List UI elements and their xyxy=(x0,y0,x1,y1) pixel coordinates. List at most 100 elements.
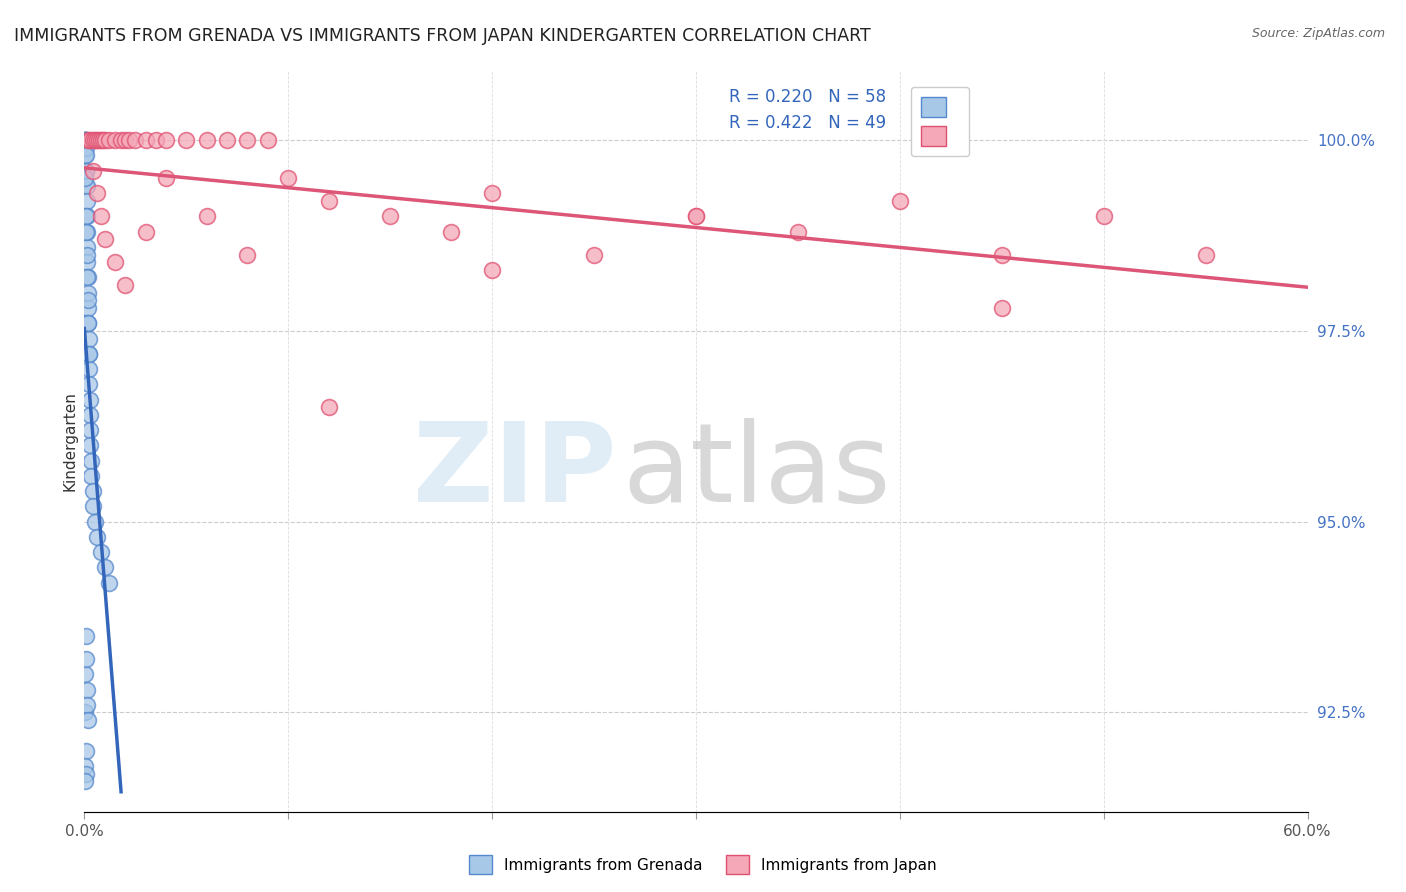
Text: IMMIGRANTS FROM GRENADA VS IMMIGRANTS FROM JAPAN KINDERGARTEN CORRELATION CHART: IMMIGRANTS FROM GRENADA VS IMMIGRANTS FR… xyxy=(14,27,870,45)
Point xyxy=(82,133,104,147)
Point xyxy=(75,667,97,681)
Point xyxy=(110,133,132,147)
Point xyxy=(380,210,402,224)
Point xyxy=(90,133,112,147)
Point xyxy=(93,133,115,147)
Point xyxy=(104,255,127,269)
Point xyxy=(481,262,503,277)
Point xyxy=(76,225,98,239)
Point xyxy=(114,278,136,293)
Point xyxy=(991,301,1014,315)
Point xyxy=(80,453,103,467)
Text: Source: ZipAtlas.com: Source: ZipAtlas.com xyxy=(1251,27,1385,40)
Point xyxy=(583,247,606,261)
Point xyxy=(174,133,197,147)
Point xyxy=(90,210,112,224)
Point xyxy=(77,347,100,361)
Point xyxy=(76,255,98,269)
Point xyxy=(236,133,259,147)
Point xyxy=(97,133,120,147)
Point xyxy=(80,469,103,483)
Point xyxy=(75,629,97,643)
Point xyxy=(685,210,707,224)
Point xyxy=(75,774,97,789)
Text: R = 0.422   N = 49: R = 0.422 N = 49 xyxy=(728,114,886,132)
Point xyxy=(889,194,911,208)
Y-axis label: Kindergarten: Kindergarten xyxy=(62,392,77,491)
Point xyxy=(76,240,98,254)
Point xyxy=(90,545,112,559)
Point xyxy=(77,316,100,330)
Point xyxy=(104,133,127,147)
Point xyxy=(75,163,97,178)
Point xyxy=(76,194,98,208)
Point xyxy=(318,194,340,208)
Point xyxy=(75,133,97,147)
Point xyxy=(75,133,97,147)
Point xyxy=(82,500,104,514)
Point xyxy=(82,484,104,499)
Point xyxy=(685,210,707,224)
Point xyxy=(77,347,100,361)
Point xyxy=(75,133,97,147)
Point xyxy=(86,530,108,544)
Point xyxy=(75,225,97,239)
Point xyxy=(76,270,98,285)
Point xyxy=(76,210,98,224)
Legend: Immigrants from Grenada, Immigrants from Japan: Immigrants from Grenada, Immigrants from… xyxy=(463,849,943,880)
Point xyxy=(75,766,97,780)
Point xyxy=(195,133,218,147)
Point xyxy=(75,141,97,155)
Point xyxy=(83,515,105,529)
Point xyxy=(787,225,810,239)
Point xyxy=(481,186,503,201)
Point xyxy=(75,210,97,224)
Text: R = 0.220   N = 58: R = 0.220 N = 58 xyxy=(728,88,886,106)
Point xyxy=(124,133,146,147)
Point xyxy=(236,247,259,261)
Point xyxy=(86,133,108,147)
Point xyxy=(75,133,97,147)
Point xyxy=(77,331,100,345)
Legend: , : , xyxy=(911,87,969,156)
Point xyxy=(75,652,97,666)
Point xyxy=(114,133,136,147)
Point xyxy=(1195,247,1218,261)
Point xyxy=(79,362,101,376)
Point xyxy=(86,186,108,201)
Point xyxy=(77,285,100,300)
Point xyxy=(76,682,98,697)
Point xyxy=(75,133,97,147)
Point xyxy=(135,133,157,147)
Point xyxy=(135,225,157,239)
Point xyxy=(75,148,97,162)
Point xyxy=(75,744,97,758)
Point xyxy=(87,133,110,147)
Point xyxy=(93,232,115,246)
Point xyxy=(1092,210,1115,224)
Point xyxy=(75,133,97,147)
Point xyxy=(77,133,100,147)
Point xyxy=(155,133,177,147)
Point xyxy=(77,301,100,315)
Point xyxy=(79,377,101,392)
Text: atlas: atlas xyxy=(623,417,891,524)
Point xyxy=(75,163,97,178)
Point xyxy=(79,392,101,407)
Point xyxy=(217,133,239,147)
Point xyxy=(76,178,98,193)
Point xyxy=(97,575,120,590)
Point xyxy=(77,316,100,330)
Point xyxy=(277,171,299,186)
Point xyxy=(318,400,340,414)
Point xyxy=(77,713,100,727)
Point xyxy=(77,270,100,285)
Point xyxy=(77,293,100,308)
Point xyxy=(93,560,115,574)
Point xyxy=(82,163,104,178)
Text: ZIP: ZIP xyxy=(413,417,616,524)
Point xyxy=(991,247,1014,261)
Point xyxy=(75,759,97,773)
Point xyxy=(83,133,105,147)
Point xyxy=(257,133,280,147)
